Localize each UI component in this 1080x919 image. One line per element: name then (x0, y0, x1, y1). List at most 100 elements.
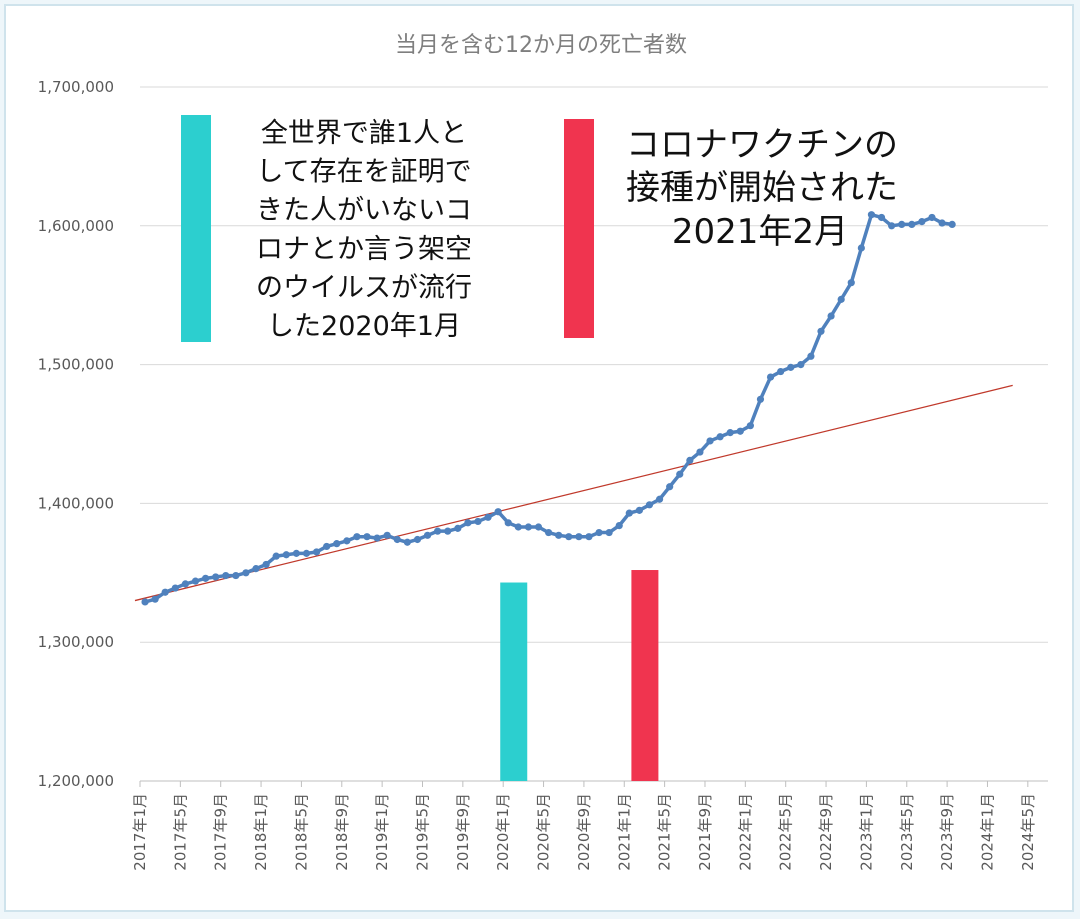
data-point (242, 569, 250, 577)
data-point (918, 218, 926, 226)
data-point (807, 352, 815, 360)
y-tick-label: 1,400,000 (38, 494, 114, 512)
data-point (343, 537, 351, 545)
data-point (726, 429, 734, 437)
x-tick-label: 2024年5月 (1019, 793, 1037, 871)
data-point (282, 551, 290, 559)
annotation-2021-line: 接種が開始された (626, 168, 898, 208)
data-point (141, 598, 149, 606)
data-point (756, 395, 765, 403)
data-point (837, 295, 845, 303)
x-tick-label: 2023年9月 (938, 793, 956, 871)
x-tick-label: 2017年5月 (171, 793, 189, 871)
data-point (383, 531, 391, 539)
data-point (615, 522, 623, 530)
data-point (706, 437, 714, 445)
data-point (423, 531, 432, 539)
data-point (575, 533, 583, 541)
x-tick-label: 2017年9月 (212, 793, 230, 871)
data-point (413, 535, 422, 544)
data-point (222, 571, 230, 580)
y-tick-label: 1,200,000 (38, 772, 114, 790)
x-tick-label: 2022年9月 (817, 793, 835, 871)
data-point (585, 533, 593, 541)
data-point (766, 373, 775, 381)
data-point (151, 595, 159, 603)
data-point (565, 533, 573, 541)
data-point (161, 588, 169, 596)
data-point (847, 279, 855, 287)
data-point (292, 549, 300, 557)
data-point (434, 527, 442, 535)
x-tick-label: 2023年1月 (857, 793, 875, 871)
data-point (625, 509, 633, 517)
x-tick-label: 2020年9月 (575, 793, 593, 871)
annotation-2020-line: 全世界で誰1人と (261, 118, 467, 149)
x-tick-label: 2022年1月 (736, 793, 754, 871)
data-point (232, 571, 240, 580)
data-point (736, 427, 744, 435)
annotation-marker-2021 (564, 119, 594, 338)
data-point (948, 220, 956, 229)
data-point (484, 513, 492, 521)
data-point (827, 312, 835, 320)
x-tick-label: 2023年5月 (898, 793, 916, 871)
y-axis-ticks: 1,200,000 1,300,000 1,400,000 1,500,000 1,60… (38, 78, 114, 790)
x-tick-label: 2018年1月 (252, 793, 270, 871)
data-point (464, 519, 472, 527)
data-point (524, 523, 533, 531)
data-point (181, 580, 189, 588)
data-point (302, 549, 311, 557)
x-tick-label: 2020年1月 (494, 793, 512, 871)
data-point (787, 363, 795, 371)
trend-line (134, 384, 1013, 602)
annotation-2020-line: して存在を証明で (256, 157, 471, 188)
data-point (333, 540, 341, 548)
x-tick-label: 2019年9月 (454, 793, 472, 871)
data-point (888, 222, 896, 230)
annotation-2021-line: コロナワクチンの (626, 125, 898, 165)
marker-bars (500, 570, 659, 781)
data-point (534, 523, 543, 531)
x-tick-label: 2019年5月 (413, 793, 431, 871)
data-point (857, 244, 865, 252)
data-point (514, 523, 522, 531)
x-axis-ticks: 2017年1月 2017年5月 2017年9月 2018年1月 2018年5月 2018年… (131, 793, 1037, 871)
data-point (716, 433, 724, 441)
data-point (595, 528, 603, 537)
data-point (867, 211, 876, 219)
data-point (797, 361, 805, 369)
data-point (504, 519, 512, 527)
data-point (252, 565, 260, 573)
annotations: 全世界で誰1人として存在を証明できた人がいないコロナとか言う架空のウイルスが流行… (181, 115, 898, 342)
annotation-2020-line: のウイルスが流行 (256, 272, 472, 303)
annotation-2021-line: 2021年2月 (672, 212, 848, 252)
data-point (817, 327, 825, 335)
data-point (655, 495, 664, 503)
data-point (272, 552, 280, 560)
data-point (545, 528, 553, 537)
data-point (494, 508, 502, 516)
data-point (908, 220, 916, 229)
annotation-2020-line: した2020年1月 (267, 311, 461, 342)
data-point (666, 483, 674, 491)
annotation-2020-line: ロナとか言う架空 (256, 234, 472, 265)
data-point (474, 517, 482, 526)
data-point (777, 367, 785, 376)
x-tick-label: 2020年5月 (535, 793, 553, 871)
data-point (686, 456, 694, 464)
data-point (212, 573, 220, 581)
data-point (746, 422, 754, 430)
data-point (171, 584, 179, 592)
data-point (898, 220, 906, 229)
data-point (201, 574, 210, 582)
data-point (323, 542, 331, 551)
data-point (928, 213, 936, 222)
marker-bar (500, 582, 528, 781)
chart-title: 当月を含む12か月の死亡者数 (395, 33, 687, 58)
annotation-marker-2020 (181, 115, 211, 342)
x-tick-label: 2019年1月 (373, 793, 391, 871)
data-point (312, 548, 321, 556)
x-tick-label: 2022年5月 (777, 793, 795, 871)
